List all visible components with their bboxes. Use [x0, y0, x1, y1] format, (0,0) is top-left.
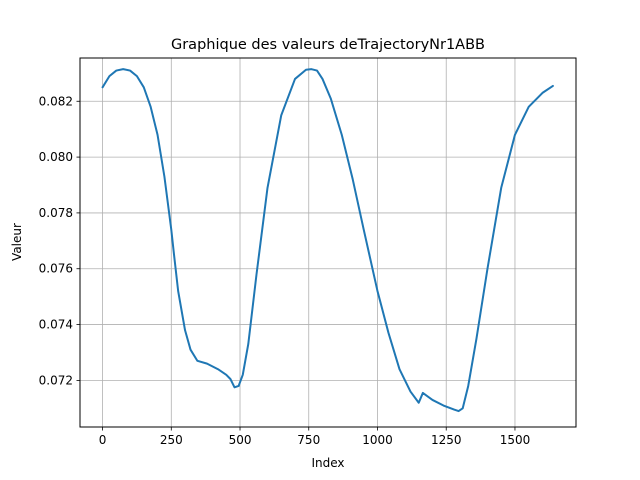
x-tick-label: 0: [99, 433, 107, 447]
series-layer: [101, 68, 554, 413]
x-tick-label: 500: [229, 433, 252, 447]
y-axis: 0.072 0.074 0.076 0.078 0.080 0.082: [39, 94, 80, 387]
x-tick-label: 750: [297, 433, 320, 447]
x-tick-label: 250: [160, 433, 183, 447]
y-axis-label: Valeur: [10, 223, 24, 261]
grid: [80, 58, 576, 427]
y-tick-label: 0.078: [39, 206, 73, 220]
x-tick-label: 1000: [362, 433, 393, 447]
x-tick-label: 1500: [500, 433, 531, 447]
plot-frame: [79, 57, 577, 428]
x-axis: 0 250 500 750 1000 1250 1500: [99, 427, 531, 447]
chart-title: Graphique des valeurs deTrajectoryNr1ABB: [171, 37, 485, 53]
y-tick-label: 0.072: [39, 373, 73, 387]
y-tick-label: 0.074: [39, 318, 73, 332]
y-tick-label: 0.082: [39, 94, 73, 108]
x-tick-label: 1250: [431, 433, 462, 447]
y-tick-label: 0.080: [39, 150, 73, 164]
series-line: [101, 68, 554, 413]
x-axis-label: Index: [311, 456, 344, 470]
y-tick-label: 0.076: [39, 262, 73, 276]
